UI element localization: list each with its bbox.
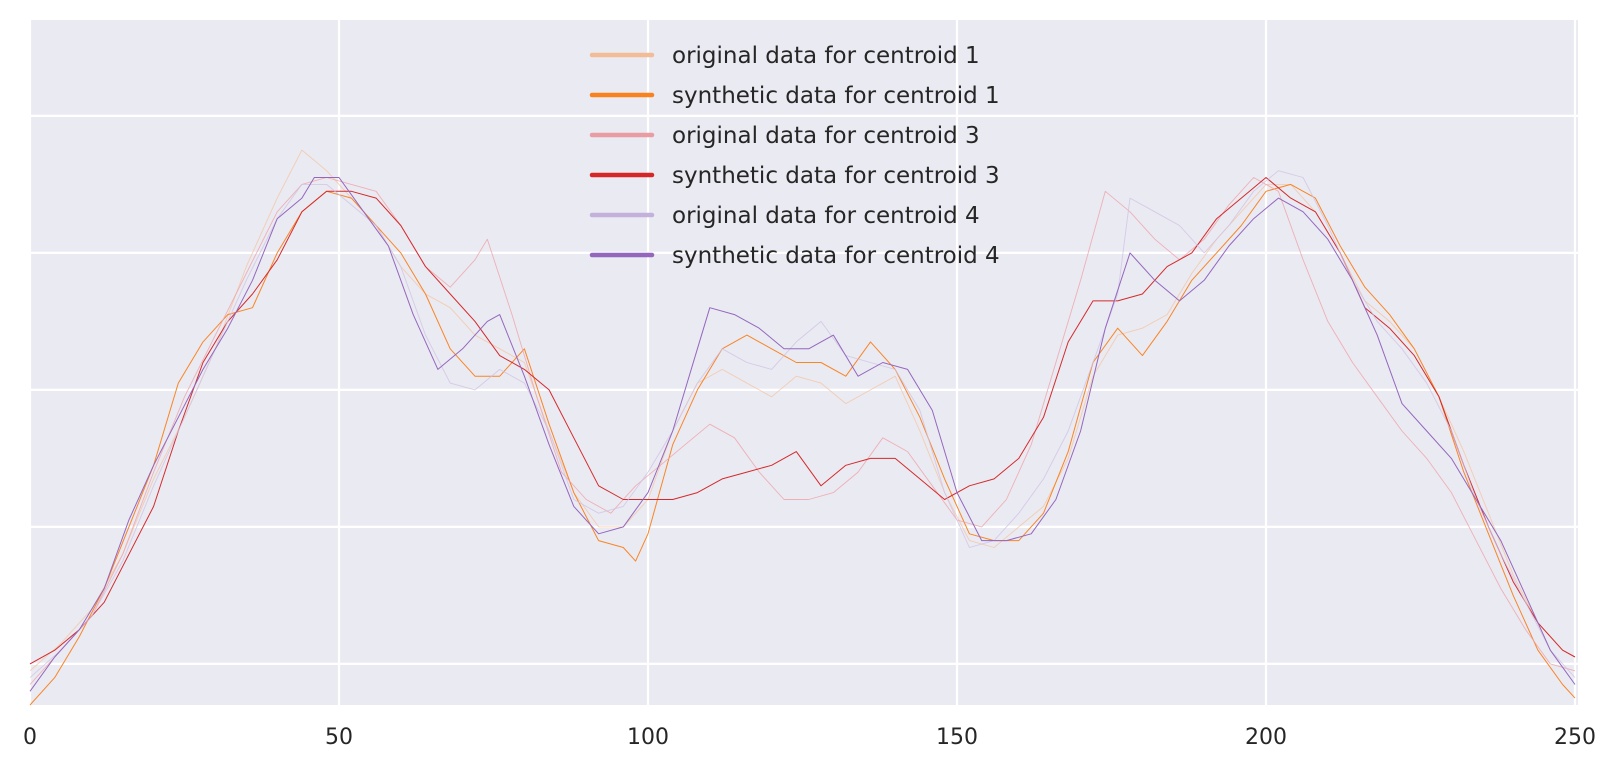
- legend-label-4: synthetic data for centroid 3: [672, 163, 1000, 189]
- legend-label-6: synthetic data for centroid 4: [672, 243, 1000, 269]
- series-line-3: [29, 177, 1576, 685]
- series-line-2: [29, 183, 1576, 706]
- series-layer: [29, 149, 1576, 706]
- legend-label-1: original data for centroid 1: [672, 43, 980, 69]
- x-tick-label: 250: [1554, 725, 1596, 750]
- x-tick-label: 0: [23, 725, 37, 750]
- series-line-5: [29, 170, 1576, 678]
- x-tick-label: 200: [1245, 725, 1287, 750]
- x-tick-label: 100: [627, 725, 669, 750]
- legend-label-3: original data for centroid 3: [672, 123, 980, 149]
- x-axis-tick-labels: 0 50 100 150 200 250: [23, 725, 1596, 750]
- x-tick-label: 150: [936, 725, 978, 750]
- series-line-4: [29, 177, 1576, 665]
- series-line-6: [29, 177, 1576, 692]
- legend: original data for centroid 1 synthetic da…: [589, 43, 1000, 269]
- legend-label-2: synthetic data for centroid 1: [672, 83, 1000, 109]
- legend-label-5: original data for centroid 4: [672, 203, 980, 229]
- x-tick-label: 50: [325, 725, 353, 750]
